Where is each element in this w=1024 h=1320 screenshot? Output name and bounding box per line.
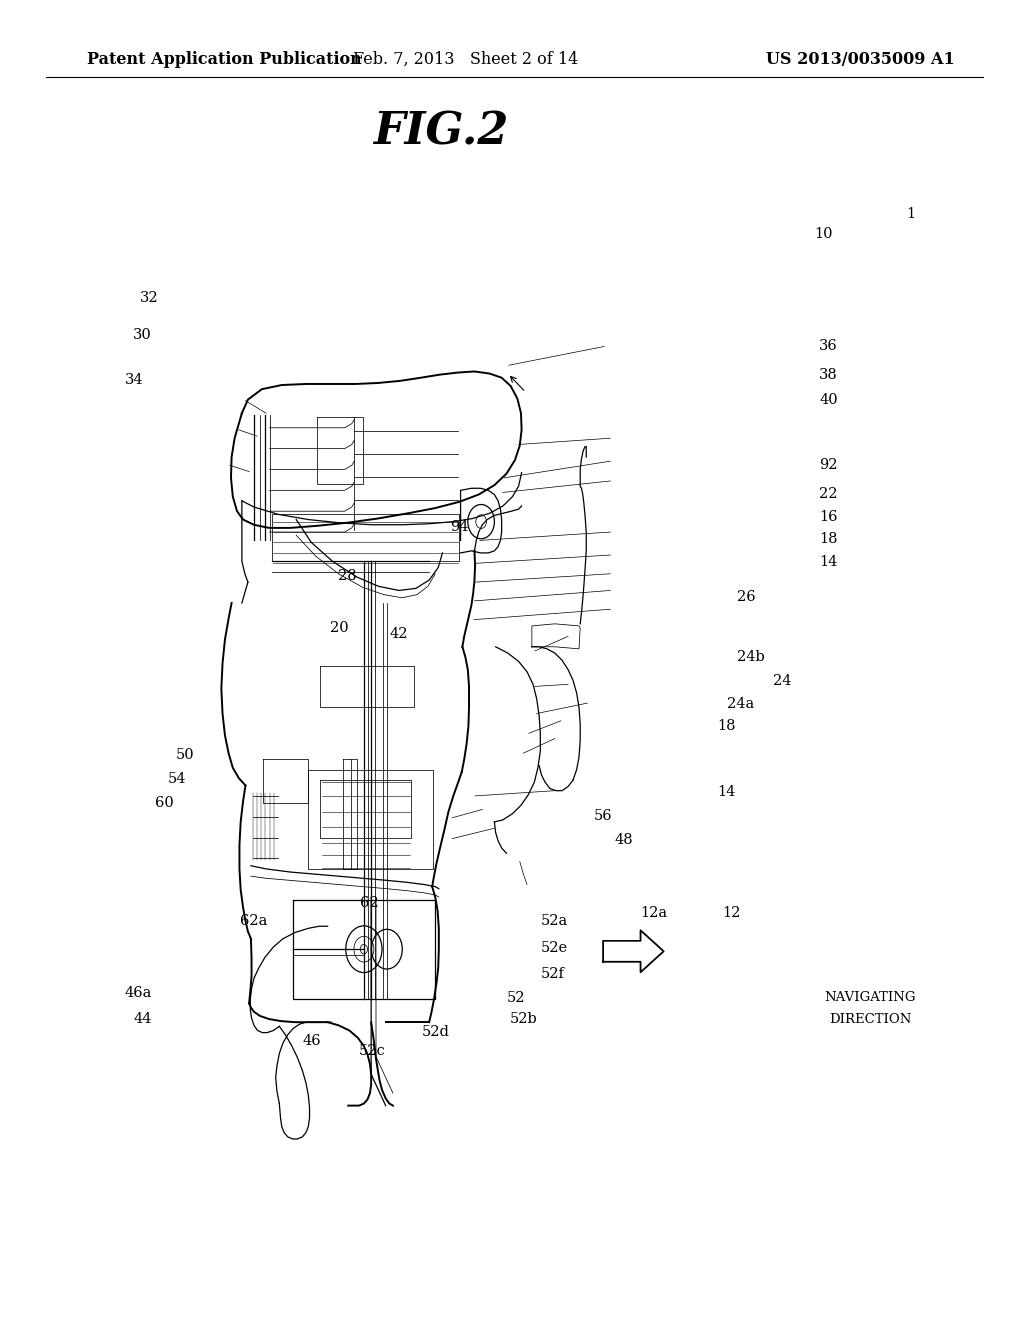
Text: 12a: 12a	[641, 907, 668, 920]
Polygon shape	[603, 931, 664, 972]
Text: 52f: 52f	[541, 968, 564, 981]
Text: 46a: 46a	[124, 986, 152, 999]
Text: Patent Application Publication: Patent Application Publication	[87, 51, 361, 67]
Text: 10: 10	[814, 227, 833, 240]
Text: 62: 62	[360, 896, 379, 909]
Text: 26: 26	[737, 590, 756, 603]
Text: 30: 30	[133, 329, 152, 342]
Text: 32: 32	[140, 292, 159, 305]
Text: 28: 28	[338, 569, 356, 582]
Text: 12: 12	[722, 907, 740, 920]
Text: 24b: 24b	[737, 651, 765, 664]
Text: 22: 22	[819, 487, 838, 500]
Text: 62a: 62a	[240, 915, 267, 928]
Text: 48: 48	[614, 833, 633, 846]
Text: FIG.2: FIG.2	[373, 111, 508, 153]
Text: 52: 52	[507, 991, 525, 1005]
Text: 38: 38	[819, 368, 838, 381]
Text: 18: 18	[717, 719, 735, 733]
Text: 24: 24	[773, 675, 792, 688]
Text: 36: 36	[819, 339, 838, 352]
Text: 34: 34	[125, 374, 143, 387]
Text: 56: 56	[594, 809, 612, 822]
Text: 40: 40	[819, 393, 838, 407]
Text: 54: 54	[168, 772, 186, 785]
Text: 52c: 52c	[358, 1044, 385, 1057]
Text: 50: 50	[176, 748, 195, 762]
Text: 16: 16	[819, 511, 838, 524]
Text: 92: 92	[819, 458, 838, 471]
Text: 20: 20	[330, 622, 348, 635]
Text: 14: 14	[819, 556, 838, 569]
Text: 1: 1	[906, 207, 915, 220]
Text: 14: 14	[717, 785, 735, 799]
Text: 94: 94	[451, 520, 469, 533]
Text: 52e: 52e	[541, 941, 567, 954]
Text: 24a: 24a	[727, 697, 755, 710]
Text: 52b: 52b	[510, 1012, 538, 1026]
Text: 44: 44	[133, 1012, 152, 1026]
Text: 60: 60	[156, 796, 174, 809]
Text: 42: 42	[389, 627, 408, 640]
Text: Feb. 7, 2013   Sheet 2 of 14: Feb. 7, 2013 Sheet 2 of 14	[353, 51, 579, 67]
Text: DIRECTION: DIRECTION	[829, 1012, 911, 1026]
Text: US 2013/0035009 A1: US 2013/0035009 A1	[766, 51, 954, 67]
Text: 46: 46	[302, 1035, 321, 1048]
Text: 18: 18	[819, 532, 838, 545]
Text: NAVIGATING: NAVIGATING	[824, 991, 916, 1005]
Text: 52d: 52d	[422, 1026, 450, 1039]
Text: 52a: 52a	[541, 915, 568, 928]
